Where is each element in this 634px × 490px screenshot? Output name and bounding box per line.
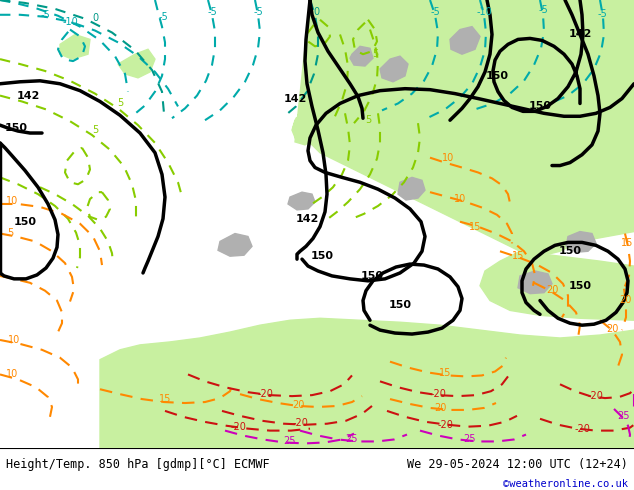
Text: 142: 142 — [295, 214, 319, 224]
Polygon shape — [450, 26, 480, 54]
Text: 20: 20 — [606, 324, 618, 334]
Text: 25: 25 — [463, 435, 476, 444]
Text: Height/Temp. 850 hPa [gdmp][°C] ECMWF: Height/Temp. 850 hPa [gdmp][°C] ECMWF — [6, 458, 270, 471]
Polygon shape — [218, 234, 252, 256]
Text: 0: 0 — [313, 7, 319, 17]
Text: 20: 20 — [619, 294, 631, 304]
Text: 5: 5 — [117, 98, 123, 108]
Text: -20: -20 — [257, 389, 273, 399]
Text: -20: -20 — [437, 419, 453, 430]
Text: -5: -5 — [158, 12, 168, 22]
Text: 25: 25 — [284, 437, 296, 446]
Text: 142: 142 — [283, 94, 307, 103]
Text: 15: 15 — [439, 368, 451, 378]
Text: 142: 142 — [568, 29, 592, 40]
Text: 25: 25 — [617, 411, 630, 421]
Text: 10: 10 — [6, 196, 18, 206]
Polygon shape — [440, 0, 520, 113]
Text: -5: -5 — [430, 7, 440, 17]
Text: 150: 150 — [5, 123, 28, 133]
Text: 5: 5 — [7, 228, 13, 239]
Text: -20: -20 — [587, 391, 603, 401]
Polygon shape — [100, 318, 634, 448]
Text: 20: 20 — [546, 285, 558, 294]
Text: 150: 150 — [569, 281, 592, 291]
Text: 10: 10 — [454, 194, 466, 204]
Text: 150: 150 — [311, 251, 333, 261]
Text: -5: -5 — [538, 5, 548, 15]
Text: -20: -20 — [430, 389, 446, 399]
Text: 142: 142 — [16, 91, 40, 100]
Text: 15: 15 — [512, 251, 524, 261]
Text: 150: 150 — [559, 246, 581, 256]
Text: 5: 5 — [365, 115, 371, 125]
Text: 150: 150 — [361, 271, 384, 281]
Text: 15: 15 — [158, 394, 171, 404]
Polygon shape — [348, 118, 378, 168]
Text: We 29-05-2024 12:00 UTC (12+24): We 29-05-2024 12:00 UTC (12+24) — [407, 458, 628, 471]
Polygon shape — [566, 232, 596, 252]
Text: 10: 10 — [442, 152, 454, 163]
Text: -20: -20 — [292, 417, 308, 428]
Text: 10: 10 — [8, 335, 20, 345]
Text: -20: -20 — [574, 423, 590, 434]
Text: 25: 25 — [346, 435, 358, 444]
Polygon shape — [60, 34, 90, 59]
Polygon shape — [288, 192, 315, 210]
Polygon shape — [398, 177, 425, 200]
Text: 20: 20 — [434, 403, 446, 413]
Text: 5: 5 — [372, 49, 378, 59]
Text: 15: 15 — [469, 221, 481, 232]
Text: 20: 20 — [292, 400, 304, 410]
Text: 5: 5 — [92, 125, 98, 135]
Text: -5: -5 — [207, 7, 217, 17]
Polygon shape — [332, 133, 352, 163]
Text: 150: 150 — [486, 71, 508, 81]
Polygon shape — [350, 47, 373, 66]
Text: 15: 15 — [621, 238, 633, 248]
Text: 10: 10 — [6, 369, 18, 379]
Text: ©weatheronline.co.uk: ©weatheronline.co.uk — [503, 479, 628, 489]
Polygon shape — [380, 56, 408, 82]
Polygon shape — [480, 251, 634, 320]
Text: 150: 150 — [529, 101, 552, 111]
Text: 150: 150 — [13, 217, 37, 227]
Text: -10: -10 — [476, 7, 492, 17]
Text: 0: 0 — [92, 13, 98, 23]
Text: -5: -5 — [253, 7, 263, 17]
Polygon shape — [118, 49, 155, 78]
Text: 150: 150 — [389, 300, 411, 311]
Text: -10: -10 — [62, 17, 78, 26]
Polygon shape — [292, 0, 634, 256]
Text: -5: -5 — [597, 9, 607, 19]
Text: -20: -20 — [230, 421, 246, 432]
Polygon shape — [518, 271, 552, 294]
Text: -5: -5 — [40, 10, 50, 20]
